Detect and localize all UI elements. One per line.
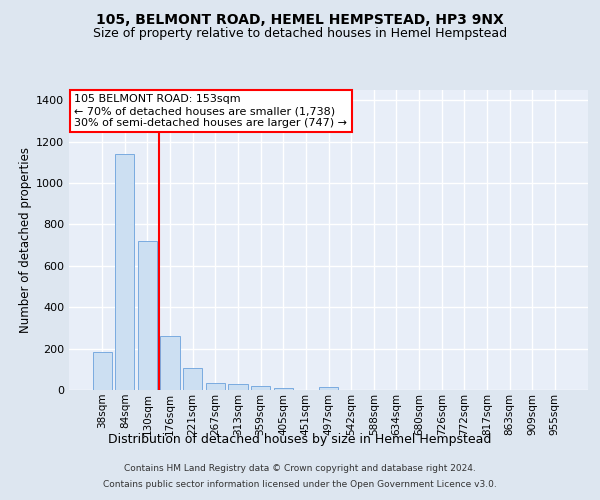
Bar bbox=[138, 241, 157, 390]
Bar bbox=[115, 154, 134, 390]
Text: Contains HM Land Registry data © Crown copyright and database right 2024.: Contains HM Land Registry data © Crown c… bbox=[124, 464, 476, 473]
Text: 105, BELMONT ROAD, HEMEL HEMPSTEAD, HP3 9NX: 105, BELMONT ROAD, HEMEL HEMPSTEAD, HP3 … bbox=[96, 12, 504, 26]
Bar bbox=[251, 386, 270, 390]
Text: Size of property relative to detached houses in Hemel Hempstead: Size of property relative to detached ho… bbox=[93, 28, 507, 40]
Bar bbox=[206, 384, 225, 390]
Y-axis label: Number of detached properties: Number of detached properties bbox=[19, 147, 32, 333]
Text: 105 BELMONT ROAD: 153sqm
← 70% of detached houses are smaller (1,738)
30% of sem: 105 BELMONT ROAD: 153sqm ← 70% of detach… bbox=[74, 94, 347, 128]
Text: Contains public sector information licensed under the Open Government Licence v3: Contains public sector information licen… bbox=[103, 480, 497, 489]
Bar bbox=[319, 388, 338, 390]
Text: Distribution of detached houses by size in Hemel Hempstead: Distribution of detached houses by size … bbox=[109, 432, 491, 446]
Bar bbox=[274, 388, 293, 390]
Bar bbox=[183, 368, 202, 390]
Bar bbox=[92, 352, 112, 390]
Bar bbox=[229, 384, 248, 390]
Bar bbox=[160, 336, 180, 390]
